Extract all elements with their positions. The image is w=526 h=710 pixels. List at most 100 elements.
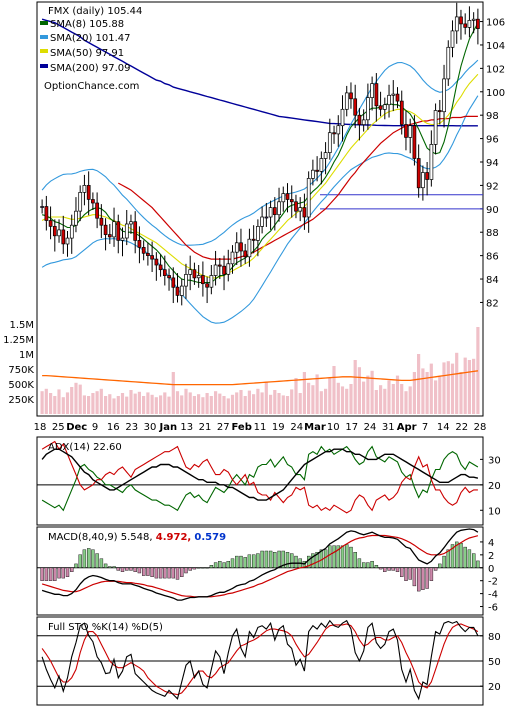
date-tick-label: 22 bbox=[455, 422, 468, 433]
upper-band-line bbox=[41, 59, 479, 246]
volume-bar bbox=[442, 362, 446, 414]
macd-title: MACD(8,40,9) 5.548, 4.972, 0.579 bbox=[48, 532, 226, 543]
price-tick-label: 92 bbox=[486, 181, 499, 192]
candle-body bbox=[404, 124, 408, 138]
volume-bar bbox=[383, 388, 387, 414]
candle-body bbox=[366, 97, 370, 121]
stochastic-title: Full STO %K(14) %D(5) bbox=[48, 622, 163, 633]
candle-body bbox=[167, 275, 171, 279]
price-candles bbox=[40, 2, 480, 306]
candle-body bbox=[86, 185, 91, 200]
macd-histogram-bar bbox=[48, 567, 53, 581]
macd-histogram-bar bbox=[412, 567, 417, 587]
macd-histogram-bar bbox=[463, 546, 467, 568]
minus-di-line bbox=[41, 440, 478, 514]
volume-bar bbox=[104, 396, 108, 414]
date-tick-label: 23 bbox=[125, 422, 138, 433]
volume-bar bbox=[78, 384, 82, 414]
macd-histogram-bar bbox=[53, 567, 57, 581]
volume-bar bbox=[99, 388, 103, 414]
candle-body bbox=[467, 20, 472, 28]
date-tick-label: 7 bbox=[422, 422, 428, 433]
legend-label-sma20: SMA(20) 101.47 bbox=[50, 33, 131, 44]
macd-histogram-bar bbox=[387, 567, 391, 571]
volume-bar bbox=[150, 394, 154, 414]
indicator-tick-label: 50 bbox=[488, 657, 501, 668]
macd-histogram-bar bbox=[391, 567, 395, 571]
volume-bar bbox=[192, 396, 196, 414]
volume-bar bbox=[277, 393, 281, 414]
macd-histogram-bar bbox=[273, 552, 277, 568]
date-tick-label: 21 bbox=[199, 422, 212, 433]
volume-bar bbox=[87, 396, 91, 414]
macd-histogram-bar bbox=[163, 567, 167, 579]
macd-histogram-bar bbox=[340, 545, 345, 568]
candle-body bbox=[281, 193, 286, 203]
macd-histogram-bar bbox=[82, 549, 87, 569]
volume-bar bbox=[434, 380, 438, 414]
candle-body bbox=[412, 125, 417, 159]
volume-bar bbox=[180, 395, 184, 414]
candle-body bbox=[315, 169, 319, 172]
indicator-tick-label: 2 bbox=[488, 551, 494, 562]
macd-histogram-bar bbox=[205, 567, 209, 569]
date-tick-label: 11 bbox=[254, 422, 267, 433]
volume-bar bbox=[214, 391, 218, 414]
candle-body bbox=[179, 285, 184, 296]
macd-histogram-bar bbox=[336, 545, 340, 568]
candle-body bbox=[57, 229, 61, 237]
candle-body bbox=[154, 258, 159, 266]
price-tick-label: 90 bbox=[486, 205, 499, 216]
volume-bar bbox=[252, 394, 256, 414]
watermark: OptionChance.com bbox=[44, 81, 139, 92]
candle-body bbox=[239, 242, 243, 252]
candle-body bbox=[52, 226, 57, 237]
candle-body bbox=[463, 23, 468, 28]
volume-bar bbox=[235, 392, 239, 414]
candle-body bbox=[268, 207, 273, 218]
candle-body bbox=[256, 226, 260, 241]
candle-body bbox=[40, 206, 44, 208]
macd-histogram-bar bbox=[290, 553, 294, 568]
volume-bar bbox=[315, 374, 319, 414]
price-legend: FMX (daily) 105.44 SMA(8) 105.88 SMA(20)… bbox=[40, 6, 142, 92]
candle-body bbox=[82, 185, 87, 193]
macd-histogram-bar bbox=[370, 561, 374, 568]
candle-body bbox=[433, 110, 438, 145]
candle-body bbox=[399, 100, 404, 125]
macd-histogram-bar bbox=[476, 560, 480, 568]
stochastic-panel: 20 50 80 Full STO %K(14) %D(5) bbox=[36, 616, 501, 706]
candle-body bbox=[391, 93, 396, 96]
candle-body bbox=[429, 144, 434, 180]
candle-body bbox=[437, 110, 442, 113]
candle-body bbox=[349, 92, 353, 100]
macd-histogram-bar bbox=[256, 553, 260, 568]
volume-bar bbox=[450, 363, 455, 414]
macd-histogram-bar bbox=[438, 563, 442, 569]
macd-histogram-bar bbox=[201, 567, 205, 569]
volume-bar bbox=[184, 388, 188, 414]
candle-body bbox=[450, 30, 455, 48]
date-x-axis: 18 25 Dec 9 16 23 30 Jan 13 21 27 Feb 11 19 24 Mar 10 17 2… bbox=[34, 422, 487, 433]
candle-body bbox=[44, 206, 49, 221]
volume-bar bbox=[319, 391, 323, 414]
macd-histogram-bar bbox=[184, 567, 188, 574]
macd-histogram-bar bbox=[349, 546, 353, 568]
indicator-tick-label: 4 bbox=[488, 538, 494, 549]
volume-bar bbox=[438, 376, 442, 414]
macd-histogram-bar bbox=[116, 567, 121, 571]
macd-histogram-bar bbox=[332, 545, 336, 568]
date-tick-label: Jan bbox=[159, 422, 178, 433]
macd-histogram-bar bbox=[442, 555, 446, 568]
candle-body bbox=[344, 92, 349, 110]
macd-histogram-bar bbox=[425, 567, 429, 589]
macd-histogram-bar bbox=[103, 563, 108, 569]
price-horizontal-lines bbox=[320, 194, 483, 210]
macd-lines bbox=[41, 528, 479, 601]
volume-bar bbox=[285, 396, 290, 414]
indicator-tick-label: -6 bbox=[488, 603, 498, 614]
macd-histogram-bar bbox=[78, 554, 82, 568]
volume-bar bbox=[294, 378, 298, 414]
volume-tick-label: 250K bbox=[8, 395, 34, 406]
volume-bar bbox=[230, 394, 235, 414]
